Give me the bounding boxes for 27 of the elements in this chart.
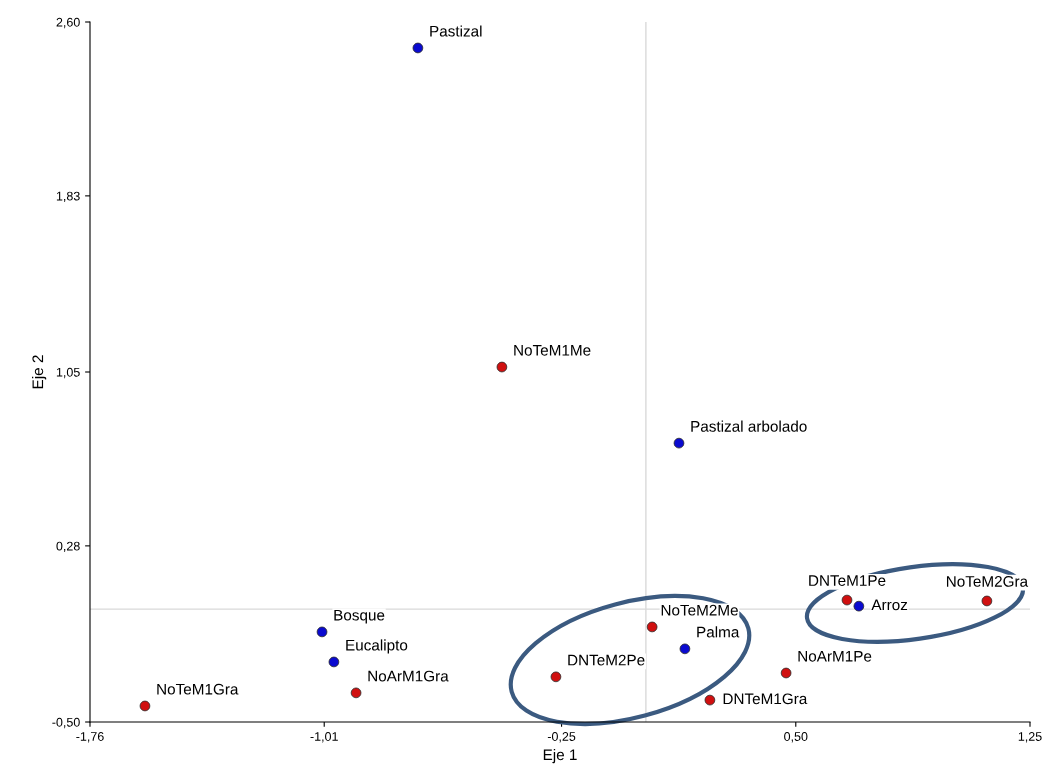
y-axis-title: Eje 2 xyxy=(31,355,47,389)
x-axis-title: Eje 1 xyxy=(543,748,577,764)
annotation: Pastizal arbolado xyxy=(691,420,807,432)
x-tick-label: -1,76 xyxy=(76,732,104,743)
annotation: DNTeM1Gra xyxy=(723,693,808,705)
annotation: NoTeM1Gra xyxy=(157,683,239,695)
y-tick-label: 1,83 xyxy=(56,191,80,202)
y-tick-label: 2,60 xyxy=(56,17,80,29)
y-tick-label: 1,05 xyxy=(56,367,80,379)
y-tick-label: -0,50 xyxy=(52,717,80,729)
annotation: Eucalipto xyxy=(346,639,408,654)
annotation: Pastizal xyxy=(430,25,482,37)
annotation: DNTeM2Pe xyxy=(568,654,645,666)
annotation: Bosque xyxy=(334,609,385,624)
x-tick-label: -0,25 xyxy=(547,732,576,743)
x-tick-label: 0,50 xyxy=(784,732,808,743)
annotation: NoTeM2Gra xyxy=(946,576,1029,587)
annotation: NoArM1Pe xyxy=(798,650,872,662)
annotation: Palma xyxy=(697,626,740,638)
annotation: Arroz xyxy=(871,599,908,611)
annotation: NoTeM1Me xyxy=(514,345,591,356)
x-tick-label: 1,25 xyxy=(1018,732,1042,743)
x-tick-label: -1,01 xyxy=(310,732,338,743)
annotation: DNTeM1Pe xyxy=(809,575,886,586)
annotation: NoTeM2Me xyxy=(661,604,738,616)
annotation: NoArM1Gra xyxy=(368,670,449,682)
y-tick-label: 0,28 xyxy=(56,541,80,552)
